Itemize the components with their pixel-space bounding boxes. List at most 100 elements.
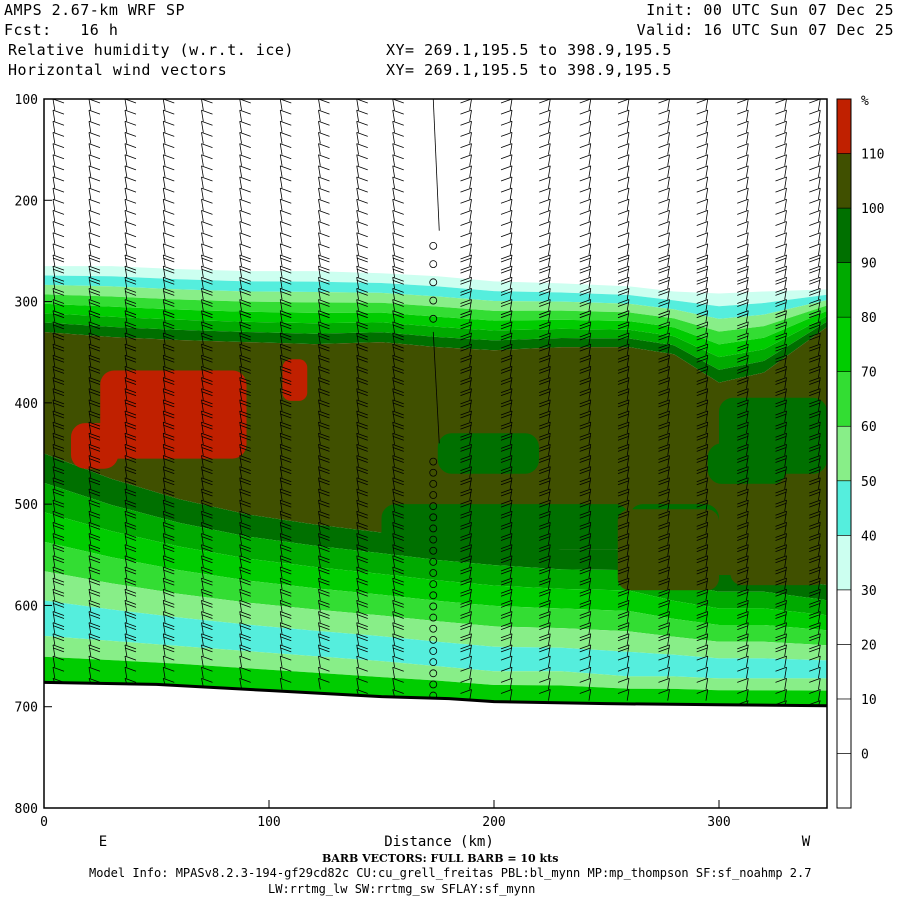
- wind-barb-shaft: [509, 221, 513, 233]
- wind-barb-flag: [737, 655, 749, 661]
- wind-barb-shaft: [469, 355, 472, 367]
- wind-barb-flag: [239, 444, 251, 449]
- wind-barb-flag: [696, 614, 708, 619]
- wind-barb-flag: [617, 366, 630, 371]
- wind-barb-shaft: [469, 154, 472, 166]
- wind-barb-flag: [280, 346, 292, 352]
- wind-barb-flag: [356, 176, 368, 182]
- wind-barb-flag: [696, 366, 708, 371]
- wind-barb-flag: [280, 625, 292, 631]
- wind-barb-flag: [163, 402, 175, 408]
- wind-barb-shaft: [667, 332, 670, 345]
- wind-barb-flag: [201, 265, 213, 271]
- wind-barb-shaft: [784, 254, 787, 267]
- wind-barb-flag: [392, 369, 404, 374]
- wind-barb-flag: [737, 625, 749, 631]
- wind-barb-shaft: [162, 533, 166, 545]
- wind-barb-flag: [658, 332, 670, 338]
- wind-barb-shaft: [392, 176, 395, 189]
- wind-barb-flag: [201, 268, 213, 274]
- wind-barb-shaft: [784, 589, 787, 601]
- wind-barb-shaft: [705, 600, 709, 612]
- wind-barb-shaft: [162, 656, 166, 668]
- wind-barb-shaft: [818, 433, 821, 445]
- wind-barb-flag: [392, 154, 404, 160]
- wind-barb-flag: [88, 299, 101, 304]
- wind-barb-flag: [239, 346, 251, 352]
- wind-barb-flag: [737, 254, 749, 260]
- wind-barb-flag: [737, 109, 749, 115]
- wind-barb-shaft: [239, 466, 242, 478]
- wind-barb-shaft: [124, 667, 128, 679]
- wind-barb-flag: [617, 176, 630, 182]
- wind-barb-flag: [539, 499, 551, 505]
- rh-lower-band: [44, 541, 827, 646]
- wind-barb-flag: [500, 268, 513, 274]
- wind-barb-flag: [201, 413, 213, 419]
- wind-barb-shaft: [705, 254, 709, 267]
- wind-barb-flag: [460, 544, 472, 550]
- wind-barb-flag: [52, 413, 65, 419]
- wind-barb-flag: [124, 558, 137, 564]
- wind-barb-shaft: [784, 544, 787, 556]
- wind-barb-shaft: [588, 310, 592, 322]
- wind-barb-flag: [124, 343, 137, 349]
- wind-barb-flag: [500, 521, 513, 527]
- wind-barb-shaft: [705, 188, 709, 200]
- wind-barb-shaft: [201, 633, 204, 645]
- wind-barb-flag: [809, 591, 821, 597]
- wind-barb-flag: [52, 614, 65, 619]
- wind-barb-flag: [318, 421, 330, 427]
- wind-barb-shaft: [548, 611, 551, 623]
- wind-barb-shaft: [88, 165, 92, 178]
- wind-barb-flag: [88, 488, 101, 494]
- wind-barb-shaft: [469, 522, 472, 534]
- wind-barb-flag: [318, 513, 330, 519]
- wind-barb-flag: [500, 343, 513, 349]
- wind-barb-flag: [500, 588, 513, 594]
- rh-boundary-band: [44, 635, 827, 691]
- wind-barb-flag: [88, 413, 101, 419]
- wind-barb-shaft: [239, 121, 242, 133]
- wind-barb-flag: [539, 313, 551, 319]
- wind-barb-flag: [163, 413, 175, 419]
- wind-barb-shaft: [509, 388, 513, 400]
- wind-barb-flag: [579, 513, 591, 519]
- wind-barb-flag: [809, 558, 821, 564]
- wind-barb-flag: [201, 109, 213, 115]
- wind-barb-flag: [658, 391, 670, 397]
- wind-barb-flag: [775, 524, 787, 530]
- wind-barb-flag: [318, 335, 330, 341]
- wind-barb-flag: [737, 210, 749, 215]
- wind-barb-flag: [239, 299, 251, 304]
- wind-barb-flag: [280, 291, 292, 296]
- wind-barb-shaft: [469, 533, 472, 545]
- wind-barb-flag: [239, 391, 251, 397]
- wind-barb-flag: [124, 165, 137, 171]
- wind-barb-shaft: [201, 143, 204, 155]
- wind-barb-shaft: [356, 444, 359, 456]
- colorbar-swatch: [836, 262, 852, 318]
- wind-barb-shaft: [818, 154, 821, 166]
- wind-barb-flag: [737, 480, 749, 486]
- wind-barb-flag: [737, 469, 749, 475]
- wind-barb-flag: [809, 644, 821, 650]
- wind-barb-flag: [392, 499, 404, 505]
- wind-barb-flag: [88, 288, 101, 293]
- wind-barb-flag: [696, 291, 708, 296]
- wind-barb-shaft: [588, 221, 592, 233]
- wind-barb-shaft: [279, 667, 283, 679]
- wind-barb-flag: [392, 377, 404, 382]
- wind-barb-shaft: [705, 444, 709, 456]
- wind-barb-shaft: [356, 243, 359, 256]
- wind-barb-flag: [52, 377, 65, 382]
- wind-barb-shaft: [818, 511, 821, 523]
- wind-barb-flag: [775, 346, 787, 352]
- wind-barb-flag: [124, 324, 137, 330]
- wind-barb-shaft: [667, 188, 670, 200]
- wind-barb-shaft: [509, 132, 513, 144]
- wind-barb-flag: [500, 611, 513, 616]
- wind-barb-shaft: [88, 422, 92, 434]
- wind-barb-shaft: [162, 332, 166, 345]
- rh-upper-band: [44, 266, 827, 307]
